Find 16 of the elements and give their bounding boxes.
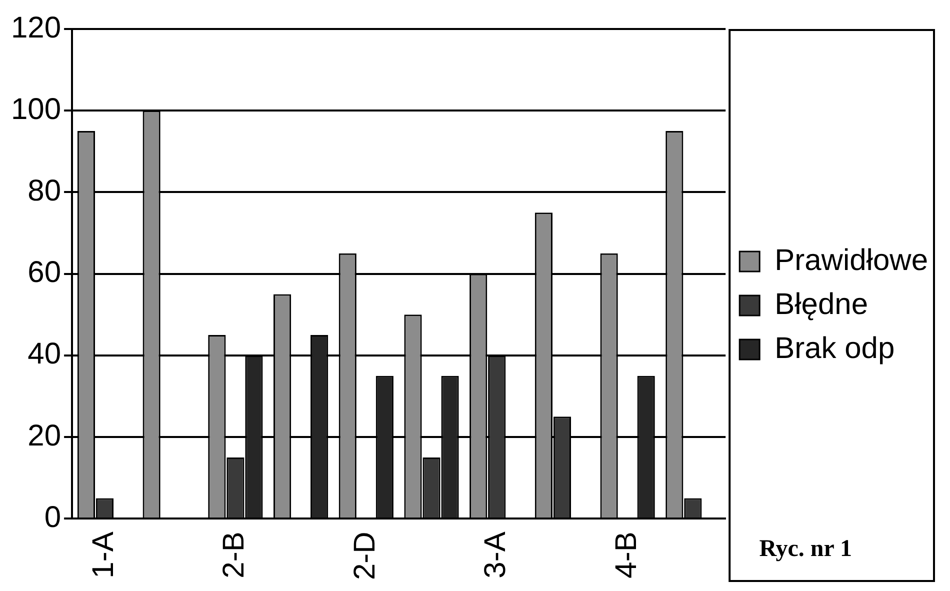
y-tick-label: 80 [28, 174, 62, 208]
legend-label: Brak odp [774, 332, 895, 365]
legend-label: Błędne [774, 288, 868, 321]
legend-label: Prawidłowe [774, 244, 928, 277]
x-tick-label: 3-A [479, 532, 512, 578]
y-tick-label: 20 [28, 419, 62, 452]
x-tick-label: 2-B [218, 532, 251, 578]
x-tick-label: 1-A [86, 532, 120, 578]
x-tick-label: 2-D [348, 532, 382, 580]
y-tick-label: 60 [28, 256, 62, 290]
y-tick-label: 100 [10, 92, 62, 126]
text: Ryc. nr 1 [759, 536, 852, 563]
y-tick-label: 120 [10, 11, 62, 44]
x-tick-label: 4-B [610, 532, 643, 578]
y-tick-label: 0 [44, 500, 62, 534]
y-tick-label: 40 [28, 338, 62, 371]
